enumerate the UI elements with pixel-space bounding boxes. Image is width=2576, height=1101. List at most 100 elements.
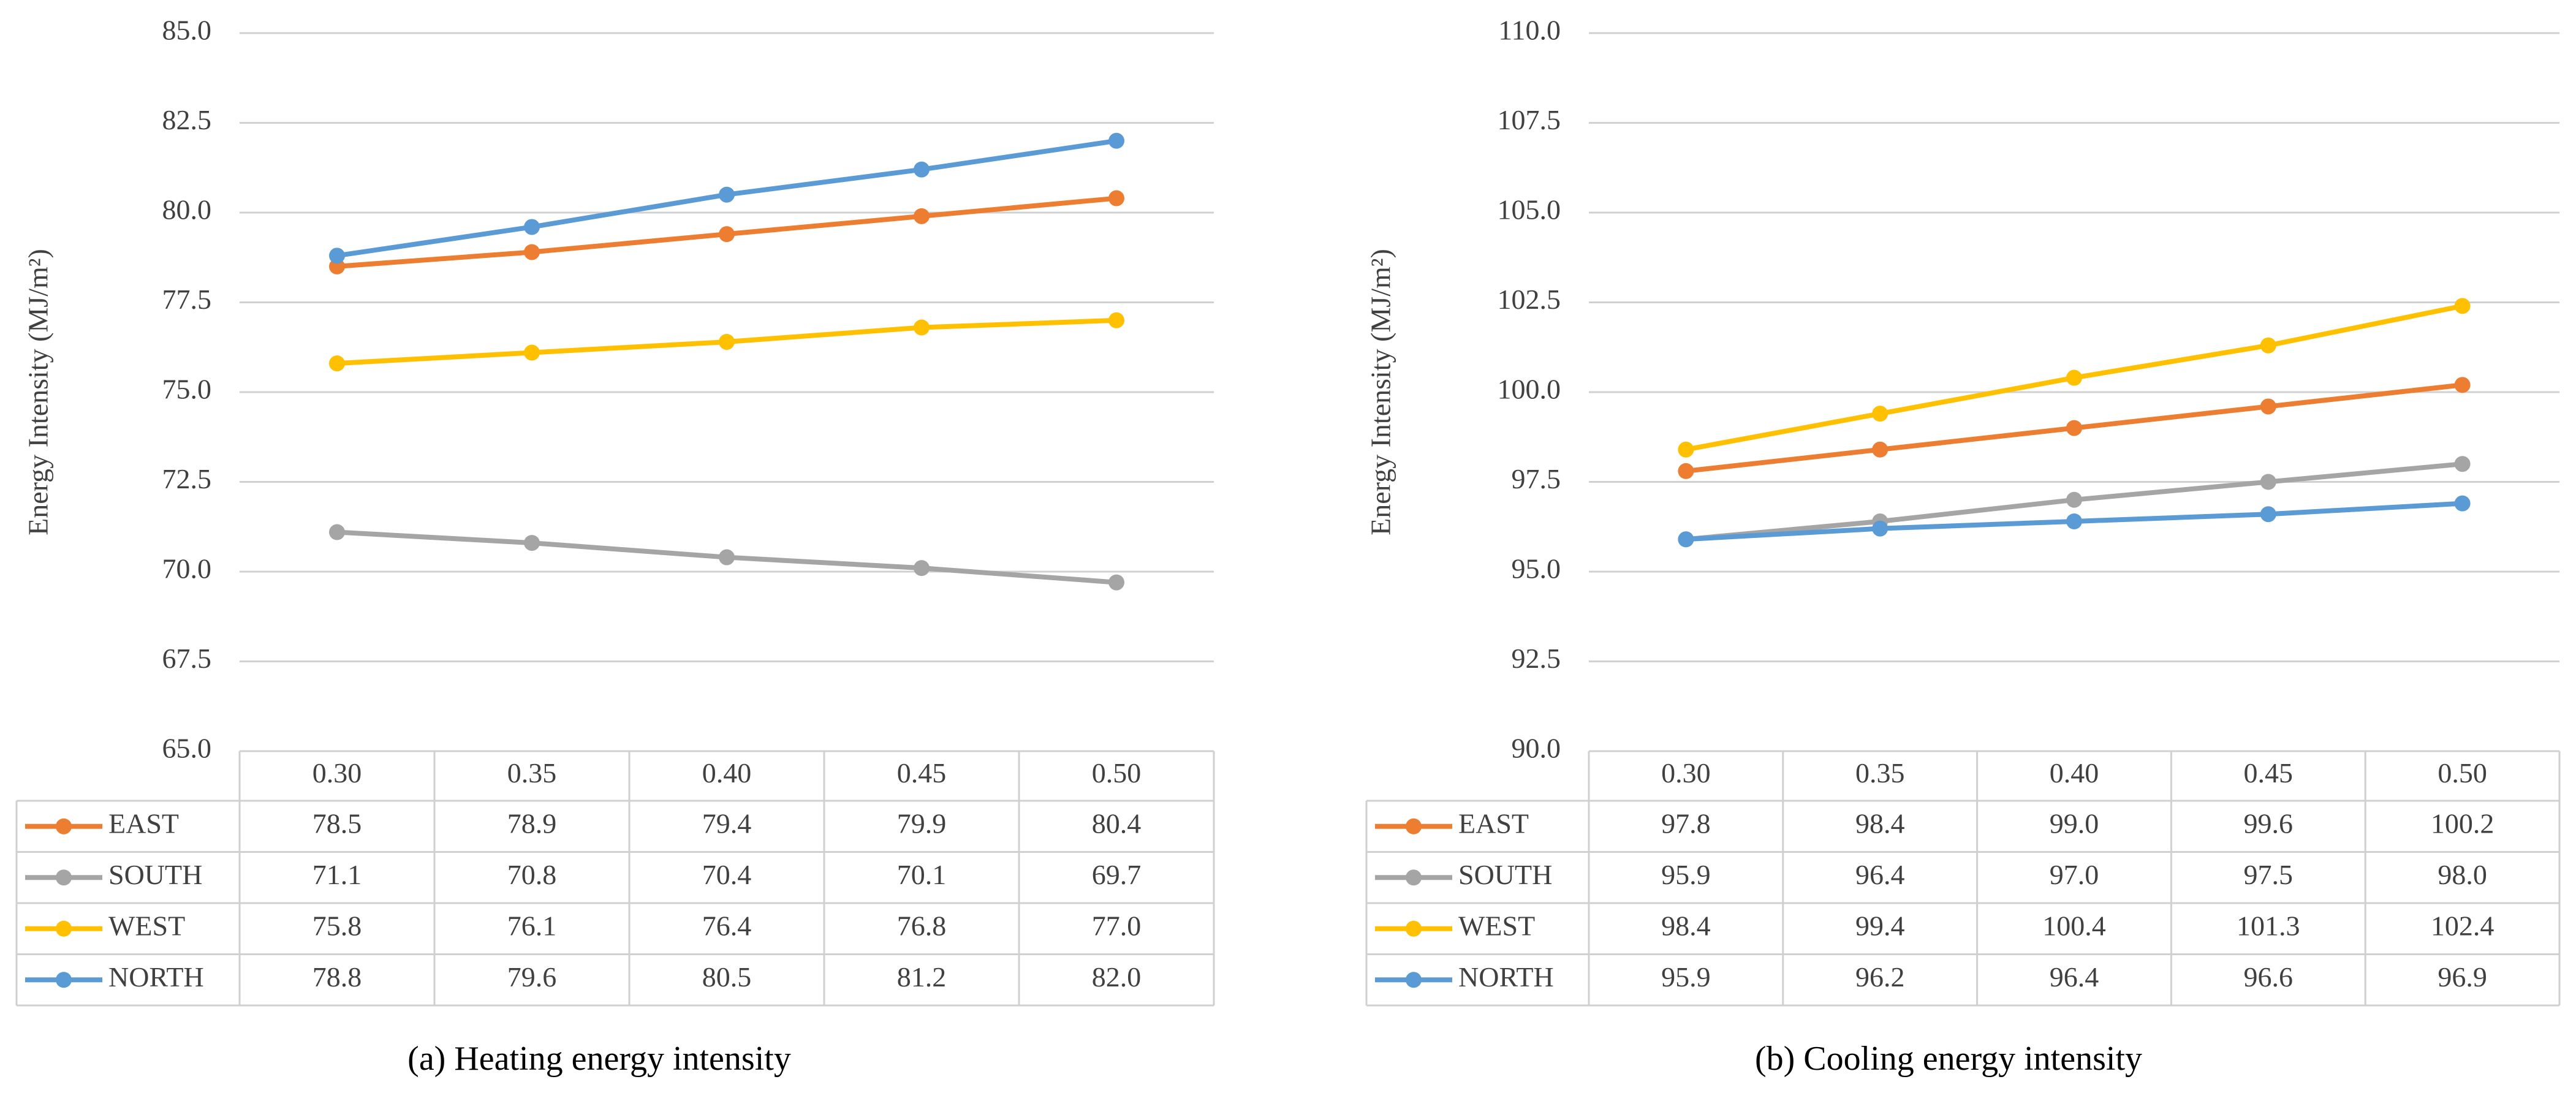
marker: [1678, 441, 1694, 458]
marker: [914, 560, 930, 577]
marker: [914, 208, 930, 224]
y-tick-label: 67.5: [162, 643, 212, 674]
legend-marker: [1406, 818, 1422, 834]
table-value: 102.4: [2431, 910, 2495, 941]
table-value: 96.2: [1855, 961, 1905, 993]
marker: [2454, 298, 2471, 314]
table-value: 81.2: [897, 961, 947, 993]
y-tick-label: 92.5: [1512, 643, 1561, 674]
marker: [1108, 312, 1124, 328]
x-tick-label: 0.50: [1092, 757, 1142, 789]
y-tick-label: 110.0: [1498, 15, 1561, 46]
x-tick-label: 0.35: [1855, 757, 1905, 789]
x-tick-label: 0.30: [313, 757, 362, 789]
legend-label: NORTH: [108, 961, 204, 993]
legend-label: EAST: [108, 808, 179, 839]
x-tick-label: 0.40: [2050, 757, 2099, 789]
table-value: 95.9: [1661, 859, 1711, 890]
legend-marker: [56, 972, 72, 988]
table-value: 100.2: [2431, 808, 2495, 839]
table-value: 76.1: [507, 910, 557, 941]
y-tick-label: 100.0: [1498, 374, 1561, 405]
marker: [2454, 495, 2471, 512]
marker: [914, 319, 930, 336]
y-tick-label: 80.0: [162, 194, 212, 225]
marker: [524, 344, 540, 361]
marker: [2260, 474, 2276, 490]
marker: [329, 524, 345, 540]
table-value: 79.4: [702, 808, 752, 839]
marker: [719, 186, 735, 203]
marker: [719, 333, 735, 350]
table-value: 96.4: [2050, 961, 2099, 993]
x-tick-label: 0.45: [2244, 757, 2294, 789]
table-value: 101.3: [2237, 910, 2300, 941]
legend-marker: [56, 869, 72, 886]
table-value: 78.8: [313, 961, 362, 993]
x-tick-label: 0.35: [507, 757, 557, 789]
table-value: 75.8: [313, 910, 362, 941]
table-value: 100.4: [2042, 910, 2106, 941]
y-tick-label: 70.0: [162, 553, 212, 585]
y-tick-label: 90.0: [1512, 733, 1561, 764]
table-value: 78.5: [313, 808, 362, 839]
table-value: 96.9: [2438, 961, 2487, 993]
marker: [1678, 531, 1694, 548]
table-value: 80.4: [1092, 808, 1142, 839]
table-value: 99.4: [1855, 910, 1905, 941]
legend-marker: [56, 920, 72, 937]
table-value: 97.8: [1661, 808, 1711, 839]
marker: [524, 219, 540, 235]
marker: [2066, 513, 2082, 529]
y-tick-label: 97.5: [1512, 463, 1561, 494]
legend-label: EAST: [1458, 808, 1529, 839]
table-value: 78.9: [507, 808, 557, 839]
marker: [1678, 463, 1694, 479]
table-value: 96.6: [2244, 961, 2294, 993]
legend-marker: [1406, 869, 1422, 886]
caption: (b) Cooling energy intensity: [1755, 1040, 2142, 1078]
marker: [2454, 377, 2471, 393]
table-value: 97.0: [2050, 859, 2099, 890]
table-value: 71.1: [313, 859, 362, 890]
table-value: 77.0: [1092, 910, 1142, 941]
marker: [719, 226, 735, 243]
y-tick-label: 65.0: [162, 733, 212, 764]
y-tick-label: 82.5: [162, 104, 212, 135]
y-tick-label: 107.5: [1498, 104, 1561, 135]
table-value: 76.8: [897, 910, 947, 941]
table-value: 79.6: [507, 961, 557, 993]
legend-label: SOUTH: [108, 859, 202, 890]
y-tick-label: 105.0: [1498, 194, 1561, 225]
marker: [2260, 398, 2276, 415]
table-value: 97.5: [2244, 859, 2294, 890]
marker: [1108, 574, 1124, 591]
x-tick-label: 0.50: [2438, 757, 2487, 789]
marker: [1872, 441, 1888, 458]
caption: (a) Heating energy intensity: [407, 1040, 791, 1078]
marker: [914, 161, 930, 178]
legend-marker: [1406, 972, 1422, 988]
y-axis-label: Energy Intensity (MJ/m²): [1365, 249, 1396, 535]
legend-marker: [56, 818, 72, 834]
y-tick-label: 72.5: [162, 463, 212, 494]
table-value: 70.8: [507, 859, 557, 890]
table-value: 79.9: [897, 808, 947, 839]
marker: [1872, 406, 1888, 422]
legend-label: WEST: [108, 910, 185, 941]
marker: [1108, 132, 1124, 149]
y-axis-label: Energy Intensity (MJ/m²): [23, 249, 54, 535]
table-value: 99.6: [2244, 808, 2294, 839]
legend-label: NORTH: [1458, 961, 1554, 993]
legend-label: WEST: [1458, 910, 1535, 941]
y-tick-label: 77.5: [162, 284, 212, 315]
y-tick-label: 85.0: [162, 15, 212, 46]
y-tick-label: 102.5: [1498, 284, 1561, 315]
legend-label: SOUTH: [1458, 859, 1552, 890]
x-tick-label: 0.40: [702, 757, 752, 789]
marker: [329, 248, 345, 264]
x-tick-label: 0.45: [897, 757, 947, 789]
y-tick-label: 75.0: [162, 374, 212, 405]
table-value: 69.7: [1092, 859, 1142, 890]
